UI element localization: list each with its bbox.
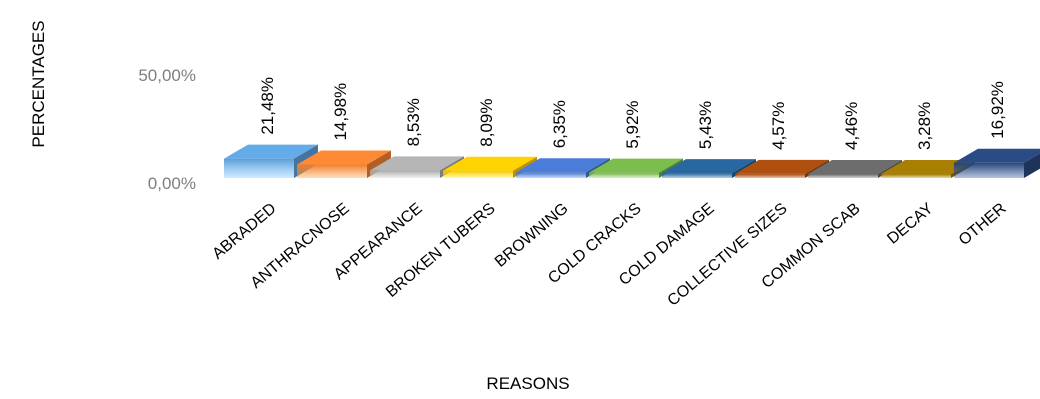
y-tick-label-max: 50,00% — [138, 66, 196, 85]
data-label: 3,28% — [915, 102, 934, 150]
bar-top-face — [881, 160, 975, 174]
bar-top-face — [297, 150, 391, 165]
bar-top-face — [735, 159, 829, 174]
data-label: 4,57% — [769, 102, 788, 150]
data-label: 8,09% — [477, 99, 496, 147]
data-label: 8,53% — [404, 98, 423, 146]
bar-front-face — [297, 164, 367, 178]
bar-front-face — [954, 162, 1024, 178]
chart-data-labels: 21,48% 14,98% 8,53% 8,09% 6,35% 5,92% 5,43% 4,5… — [258, 77, 1007, 150]
x-tick-label: BROWNING — [492, 200, 572, 271]
x-tick-label: ABRADED — [209, 200, 279, 263]
y-tick-label-zero: 0,00% — [148, 174, 196, 193]
bar-front-face — [516, 172, 586, 178]
data-label: 5,43% — [696, 101, 715, 149]
bar-front-face — [808, 173, 878, 178]
bar-front-face — [370, 170, 440, 178]
data-label: 21,48% — [258, 77, 277, 135]
chart-axes: 50,00% 0,00% PERCENTAGES REASONS — [29, 20, 570, 393]
bar-front-face — [224, 158, 294, 178]
data-label: 16,92% — [988, 81, 1007, 139]
bar-top-face — [954, 148, 1040, 163]
y-axis-title: PERCENTAGES — [29, 20, 48, 147]
bar-front-face — [662, 173, 732, 178]
bar-side-face — [1024, 153, 1040, 178]
x-tick-label: OTHER — [956, 200, 1010, 249]
data-label: 4,46% — [842, 102, 861, 150]
bar-top-face — [516, 158, 610, 173]
bar-other — [954, 148, 1040, 178]
bar-top-face — [662, 159, 756, 174]
bar-top-face — [370, 156, 464, 171]
data-label: 5,92% — [623, 100, 642, 148]
bar-front-face — [589, 172, 659, 178]
bar-top-face — [224, 144, 318, 159]
x-tick-label: COLLECTIVE SIZES — [665, 200, 791, 310]
bar-top-face — [808, 159, 902, 174]
bar-top-face — [443, 156, 537, 171]
bar-top-face — [589, 158, 683, 173]
x-axis-title: REASONS — [486, 374, 569, 393]
chart-bars — [224, 144, 1040, 178]
bar-front-face — [443, 170, 513, 178]
bar-front-face — [735, 173, 805, 178]
data-label: 6,35% — [550, 100, 569, 148]
x-tick-label: DECAY — [884, 200, 936, 248]
bar-front-face — [881, 174, 951, 178]
data-label: 14,98% — [331, 83, 350, 141]
